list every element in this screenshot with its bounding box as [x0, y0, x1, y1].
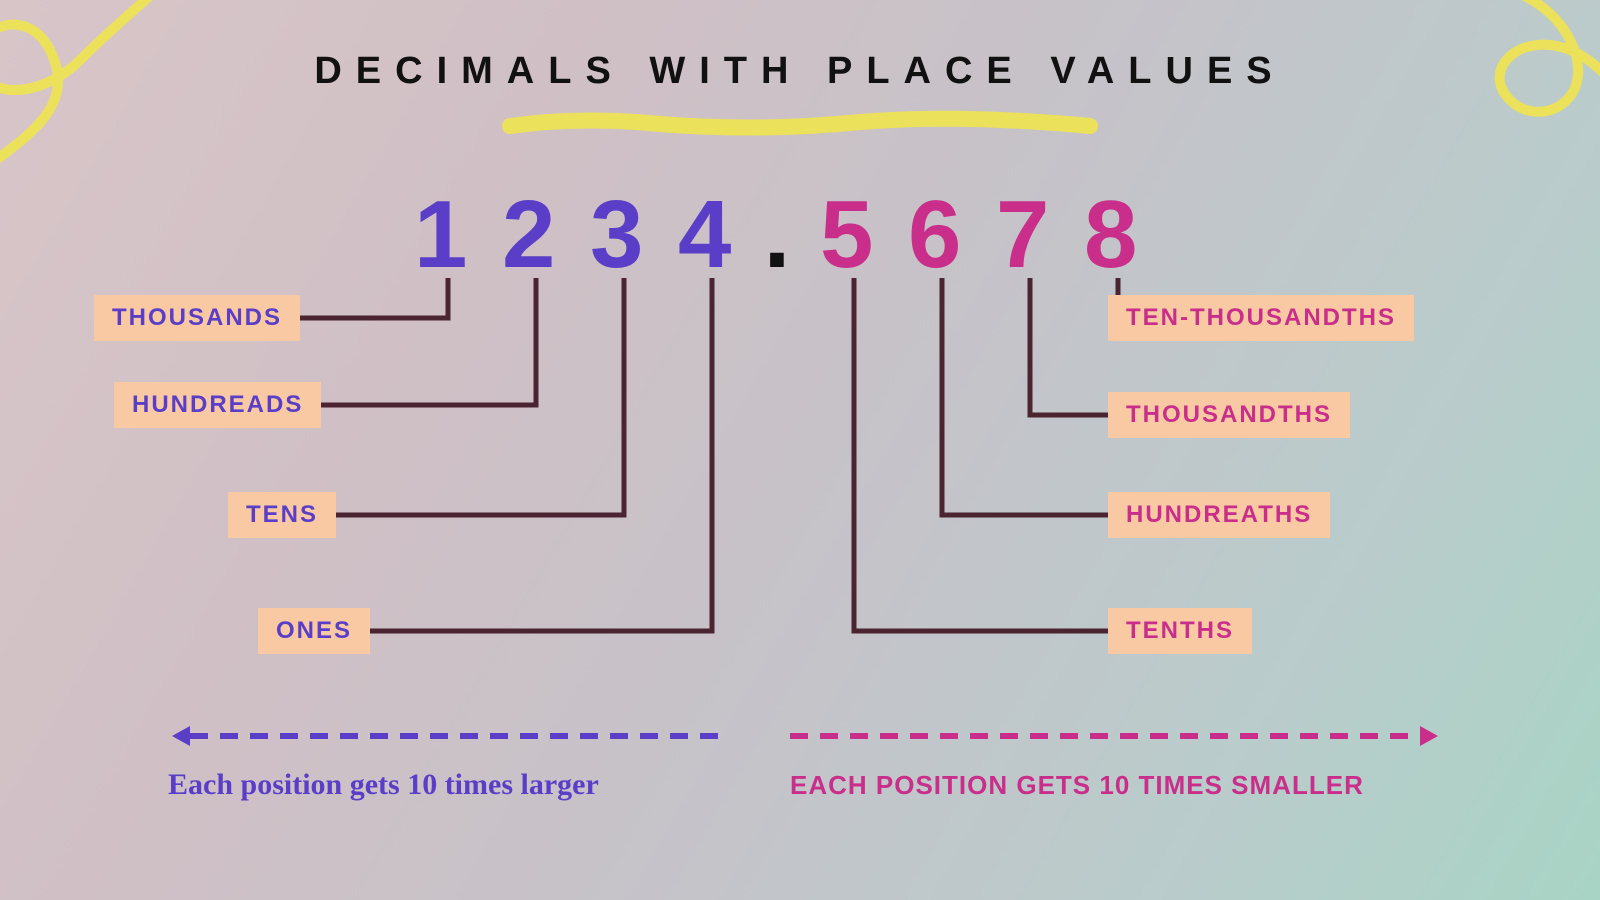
label-thousandths: THOUSANDTHS [1108, 392, 1350, 438]
label-tenths: TENTHS [1108, 608, 1252, 654]
digit-decimal-1: 6 [908, 180, 976, 290]
page-title: DECIMALS WITH PLACE VALUES [0, 50, 1600, 93]
digit-decimal-3: 8 [1084, 180, 1152, 290]
label-hundreads: HUNDREADS [114, 382, 321, 428]
swirl-top-left [0, 0, 200, 200]
decimal-point: . [752, 180, 820, 290]
digit-whole-2: 3 [590, 180, 658, 290]
label-tens: TENS [228, 492, 336, 538]
digit-decimal-0: 5 [820, 180, 888, 290]
caption-right: EACH POSITION GETS 10 TIMES SMALLER [790, 770, 1364, 801]
title-underline [500, 108, 1100, 138]
digit-decimal-2: 7 [996, 180, 1064, 290]
digit-whole-1: 2 [502, 180, 570, 290]
arrow-right [0, 716, 1600, 756]
caption-left: Each position gets 10 times larger [168, 768, 599, 802]
swirl-top-right [1390, 0, 1600, 210]
label-hundreaths: HUNDREATHS [1108, 492, 1330, 538]
decimal-number: 1234.5678 [0, 180, 1600, 276]
digit-whole-0: 1 [414, 180, 482, 290]
label-ten-thousandths: TEN-THOUSANDTHS [1108, 295, 1414, 341]
label-thousands: THOUSANDS [94, 295, 300, 341]
digit-whole-3: 4 [678, 180, 746, 290]
label-ones: ONES [258, 608, 370, 654]
